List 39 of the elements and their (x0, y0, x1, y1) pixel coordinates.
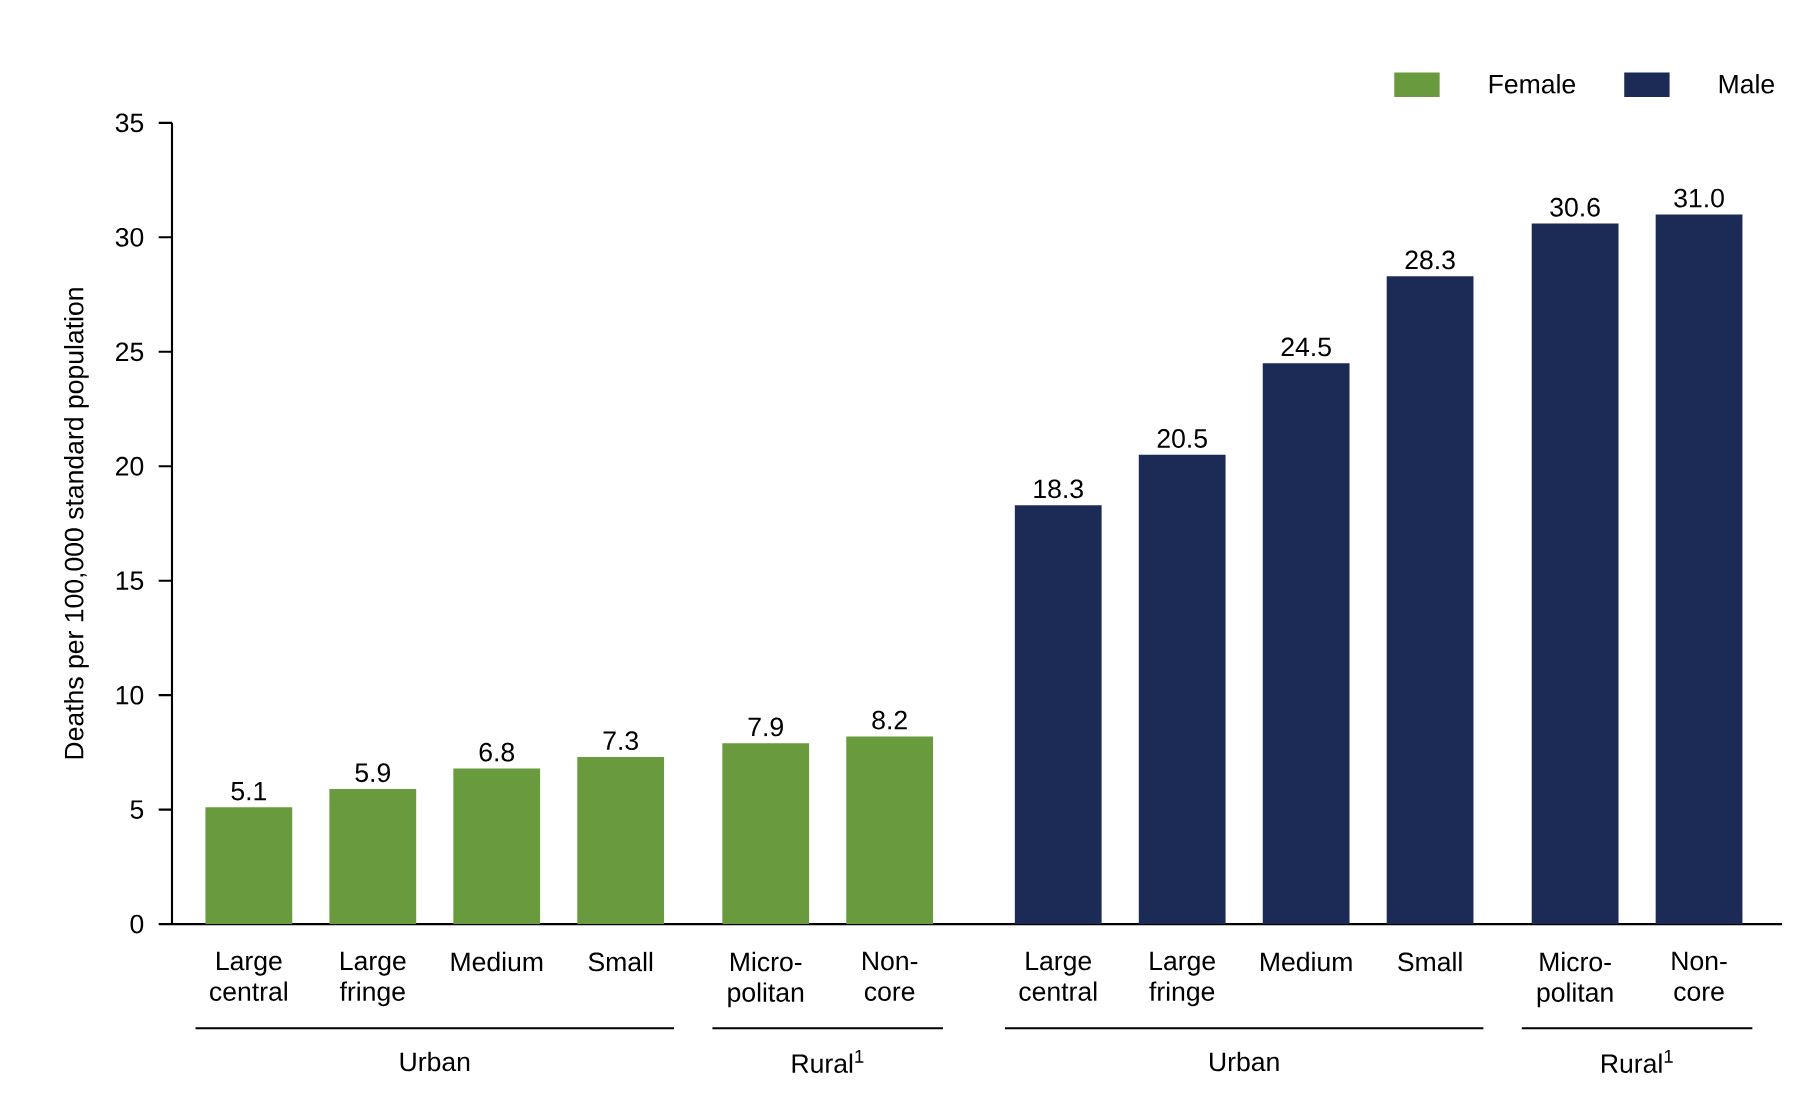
x-tick-label: Medium (1261, 951, 1352, 972)
data-label: 20.5 (1157, 429, 1207, 448)
y-tick-label: 15 (116, 571, 144, 591)
text: Rural$^{1}$ (1602, 1050, 1673, 1074)
y-tick-label: 30 (115, 228, 144, 247)
x-tick-label: Small (1398, 951, 1462, 972)
data-label: 18.3 (1034, 479, 1083, 499)
data-label: 5.9 (355, 763, 390, 783)
x-tick-label: Large central (1019, 951, 1097, 1002)
data-label: 7.3 (603, 731, 638, 751)
data-label: 28.3 (1405, 250, 1455, 270)
y-tick-label: 25 (116, 342, 144, 362)
y-axis-title: Deaths per 100,000 standard population (64, 288, 89, 759)
data-label: 24.5 (1281, 337, 1331, 357)
text: Urban (1210, 1051, 1279, 1072)
y-tick-label: 35 (115, 113, 144, 133)
y-tick-label: 0 (130, 914, 144, 934)
x-tick-label: Non-core (863, 951, 918, 1002)
x-tick-label: Large fringe (339, 951, 406, 1007)
data-label: 31.0 (1674, 188, 1724, 208)
data-label: 6.8 (479, 742, 515, 762)
x-tick-label: Non-core (1672, 951, 1727, 1002)
data-label: 5.1 (231, 782, 266, 801)
data-label: 8.2 (872, 710, 907, 730)
x-tick-label: Large fringe (1149, 951, 1215, 1007)
x-tick-label: Medium (451, 951, 543, 972)
legend-label: Female (1489, 74, 1576, 94)
text: Urban (400, 1051, 470, 1072)
y-tick-label: 10 (116, 685, 144, 705)
x-tick-label: Micro-politan (1537, 951, 1613, 1008)
x-tick-label: Micro-politan (728, 951, 804, 1008)
x-tick-label: Large central (210, 951, 287, 1002)
data-label: 7.9 (748, 717, 783, 737)
y-tick-label: 5 (130, 800, 144, 820)
x-tick-label: Small (588, 951, 653, 972)
data-label: 30.6 (1550, 197, 1600, 217)
legend-label: Male (1719, 74, 1774, 94)
y-tick-label: 20 (116, 456, 144, 476)
text: Rural$^{1}$ (792, 1050, 864, 1074)
